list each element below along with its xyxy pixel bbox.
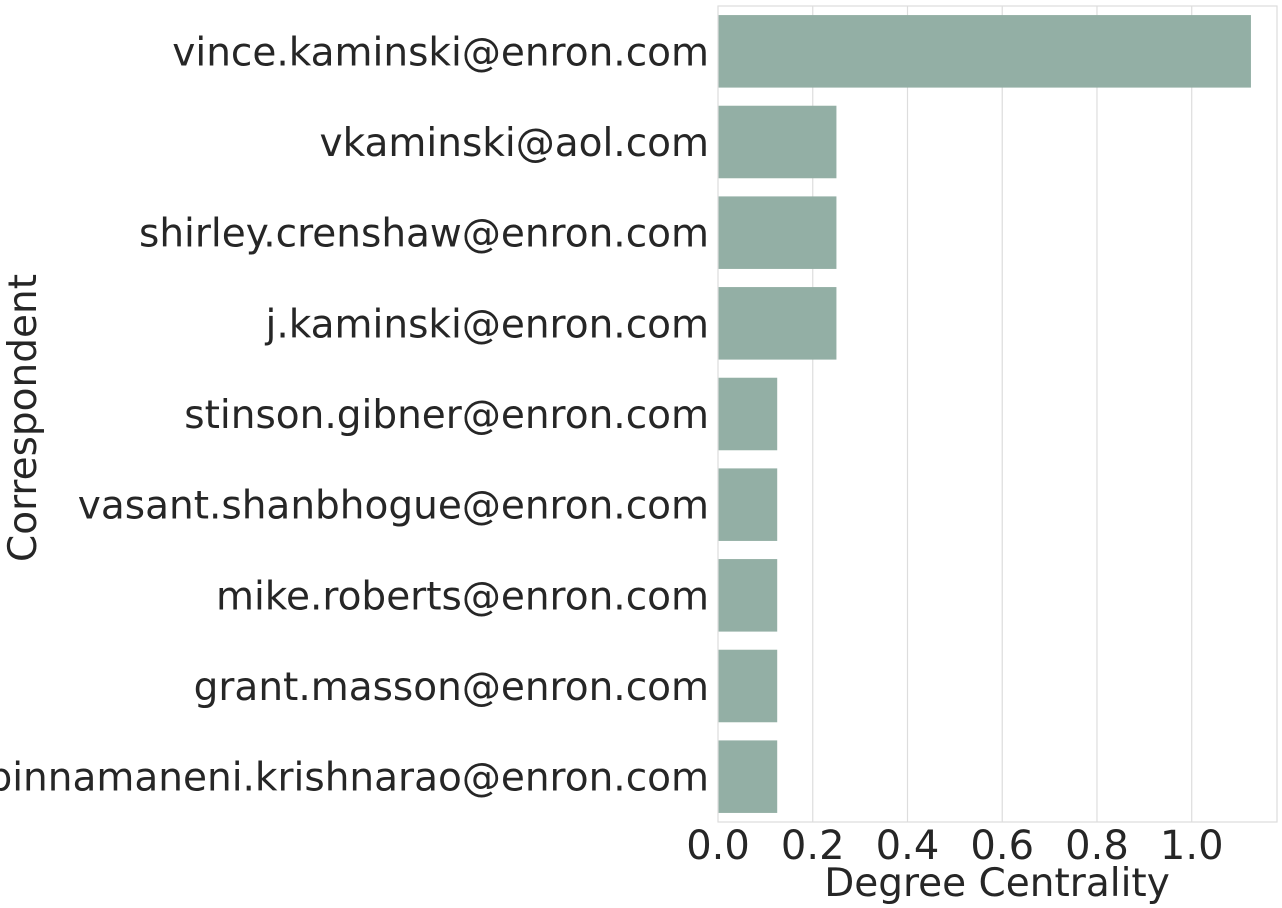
x-tick-label: 0.2 [781, 823, 845, 869]
category-label: mike.roberts@enron.com [216, 574, 709, 619]
y-axis-title: Correspondent [1, 274, 46, 562]
category-label: shirley.crenshaw@enron.com [139, 212, 709, 257]
category-label: vince.kaminski@enron.com [172, 30, 709, 75]
category-label: grant.masson@enron.com [194, 665, 709, 710]
x-axis-title: Degree Centrality [824, 861, 1170, 906]
category-label: vasant.shanbhogue@enron.com [78, 484, 709, 529]
x-tick-labels: 0.0 0.2 0.4 0.6 0.8 1.0 [686, 823, 1223, 869]
bar [718, 649, 778, 723]
category-label: j.kaminski@enron.com [265, 302, 709, 347]
bar [718, 559, 778, 632]
category-label: pinnamaneni.krishnarao@enron.com [0, 756, 709, 801]
category-label: vkaminski@aol.com [320, 121, 709, 166]
gridlines [812, 6, 1193, 822]
x-tick-label: 0.6 [970, 823, 1034, 869]
x-tick-label: 0.4 [876, 823, 940, 869]
category-labels: vince.kaminski@enron.com vkaminski@aol.co… [0, 30, 709, 800]
bar [718, 468, 778, 541]
bar [718, 377, 778, 451]
bar [718, 15, 1251, 88]
category-label: stinson.gibner@enron.com [184, 393, 709, 438]
x-tick-label: 1.0 [1160, 823, 1224, 869]
x-tick-label: 0.0 [686, 823, 750, 869]
x-tick-label: 0.8 [1065, 823, 1129, 869]
bar [718, 287, 837, 360]
bars [718, 15, 1251, 813]
bar [718, 196, 837, 269]
bar [718, 740, 778, 813]
plot-frame [717, 5, 1278, 823]
bar [718, 105, 837, 179]
